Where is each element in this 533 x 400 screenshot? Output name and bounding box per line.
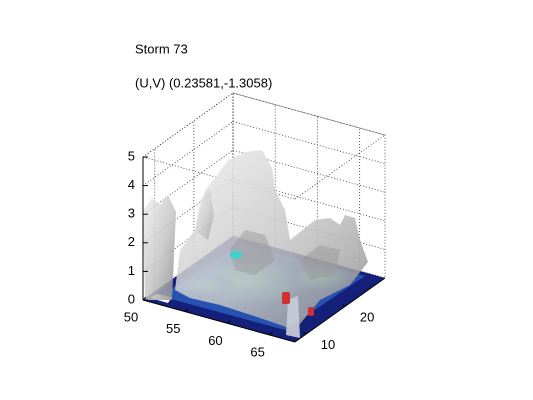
grid-line <box>142 92 234 158</box>
z-tick-label: 0 <box>128 291 135 306</box>
isosurface-shade <box>230 230 340 280</box>
grid-line <box>232 121 386 164</box>
z-tick-label: 3 <box>128 206 135 221</box>
grid-line <box>232 178 386 222</box>
top-edge <box>294 134 386 200</box>
x-tick <box>184 308 189 313</box>
z-tick-label: 5 <box>128 148 135 163</box>
y-tick-label: 10 <box>321 337 335 352</box>
x-tick-label: 55 <box>166 321 180 336</box>
z-tick-label: 4 <box>128 177 135 192</box>
x-tick <box>227 319 231 324</box>
y-tick <box>341 304 346 307</box>
x-tick <box>269 331 274 336</box>
z-tick-label: 1 <box>128 263 135 278</box>
y-tick <box>302 332 307 335</box>
x-tick <box>142 296 147 301</box>
grid-line <box>142 121 234 186</box>
x-tick-label: 50 <box>124 309 138 324</box>
x-tick-label: 60 <box>208 333 222 348</box>
z-tick-label: 2 <box>128 234 135 249</box>
grid-line <box>232 149 386 193</box>
isosurface <box>143 150 368 338</box>
y-axis <box>294 277 386 343</box>
red-cells <box>282 292 314 316</box>
chart-subtitle: (U,V) (0.23581,-1.3058) <box>135 75 272 90</box>
x-tick-label: 65 <box>250 344 264 359</box>
grid-line <box>232 92 386 136</box>
y-tick-label: 20 <box>360 309 374 324</box>
cyan-cell <box>230 251 242 259</box>
chart-title: Storm 73 <box>135 41 188 56</box>
